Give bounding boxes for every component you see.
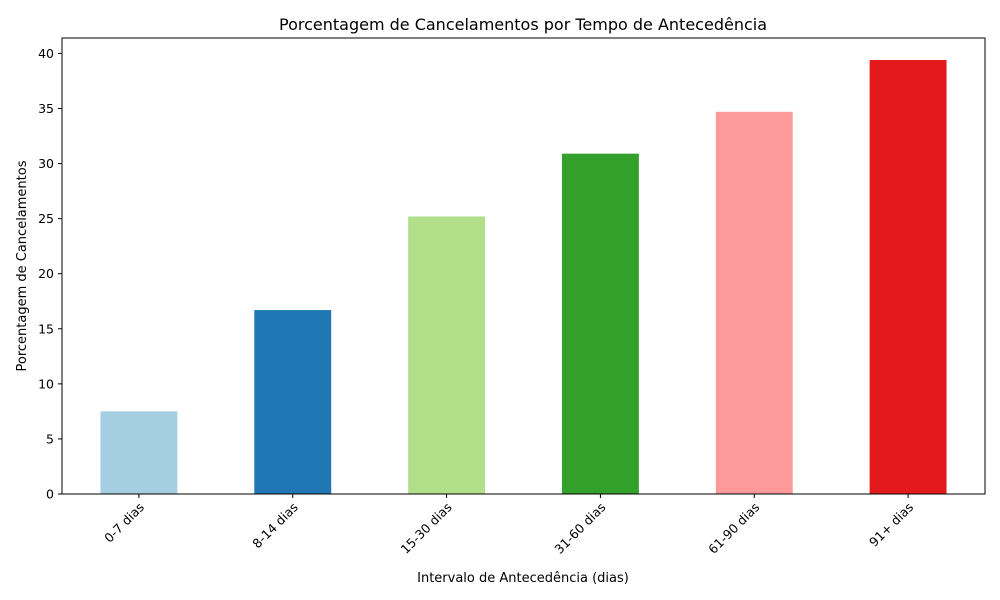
x-axis-title: Intervalo de Antecedência (dias) — [417, 571, 629, 586]
y-tick-label: 35 — [38, 101, 54, 116]
bar-6 — [869, 60, 947, 494]
y-tick-label: 10 — [38, 376, 54, 391]
bar-1 — [100, 411, 178, 494]
y-tick-label: 25 — [38, 211, 54, 226]
bar-2 — [254, 310, 332, 494]
y-tick-label: 0 — [46, 487, 54, 502]
x-tick-label: 61-90 dias — [705, 500, 762, 557]
y-axis-title: Porcentagem de Cancelamentos — [15, 160, 30, 371]
bars-layer — [100, 60, 947, 495]
y-tick-label: 40 — [38, 46, 54, 61]
x-tick-label: 31-60 dias — [551, 500, 608, 557]
chart-title: Porcentagem de Cancelamentos por Tempo d… — [279, 15, 767, 34]
x-tick-label: 8-14 dias — [249, 500, 301, 552]
y-tick-label: 30 — [38, 156, 54, 171]
axes-layer: 0 5 10 15 20 25 30 35 40 0-7 dias 8-14 dias 15-30 d… — [38, 37, 986, 557]
x-tick-label: 0-7 dias — [101, 500, 147, 546]
y-tick-label: 20 — [38, 266, 54, 281]
y-tick-label: 5 — [46, 431, 54, 446]
bar-5 — [715, 111, 793, 494]
x-tick-label: 91+ dias — [866, 500, 916, 550]
plot-frame — [61, 37, 986, 495]
bar-3 — [408, 216, 486, 494]
y-tick-label: 15 — [38, 321, 54, 336]
x-tick-label: 15-30 dias — [398, 500, 455, 557]
bar-4 — [561, 153, 639, 495]
